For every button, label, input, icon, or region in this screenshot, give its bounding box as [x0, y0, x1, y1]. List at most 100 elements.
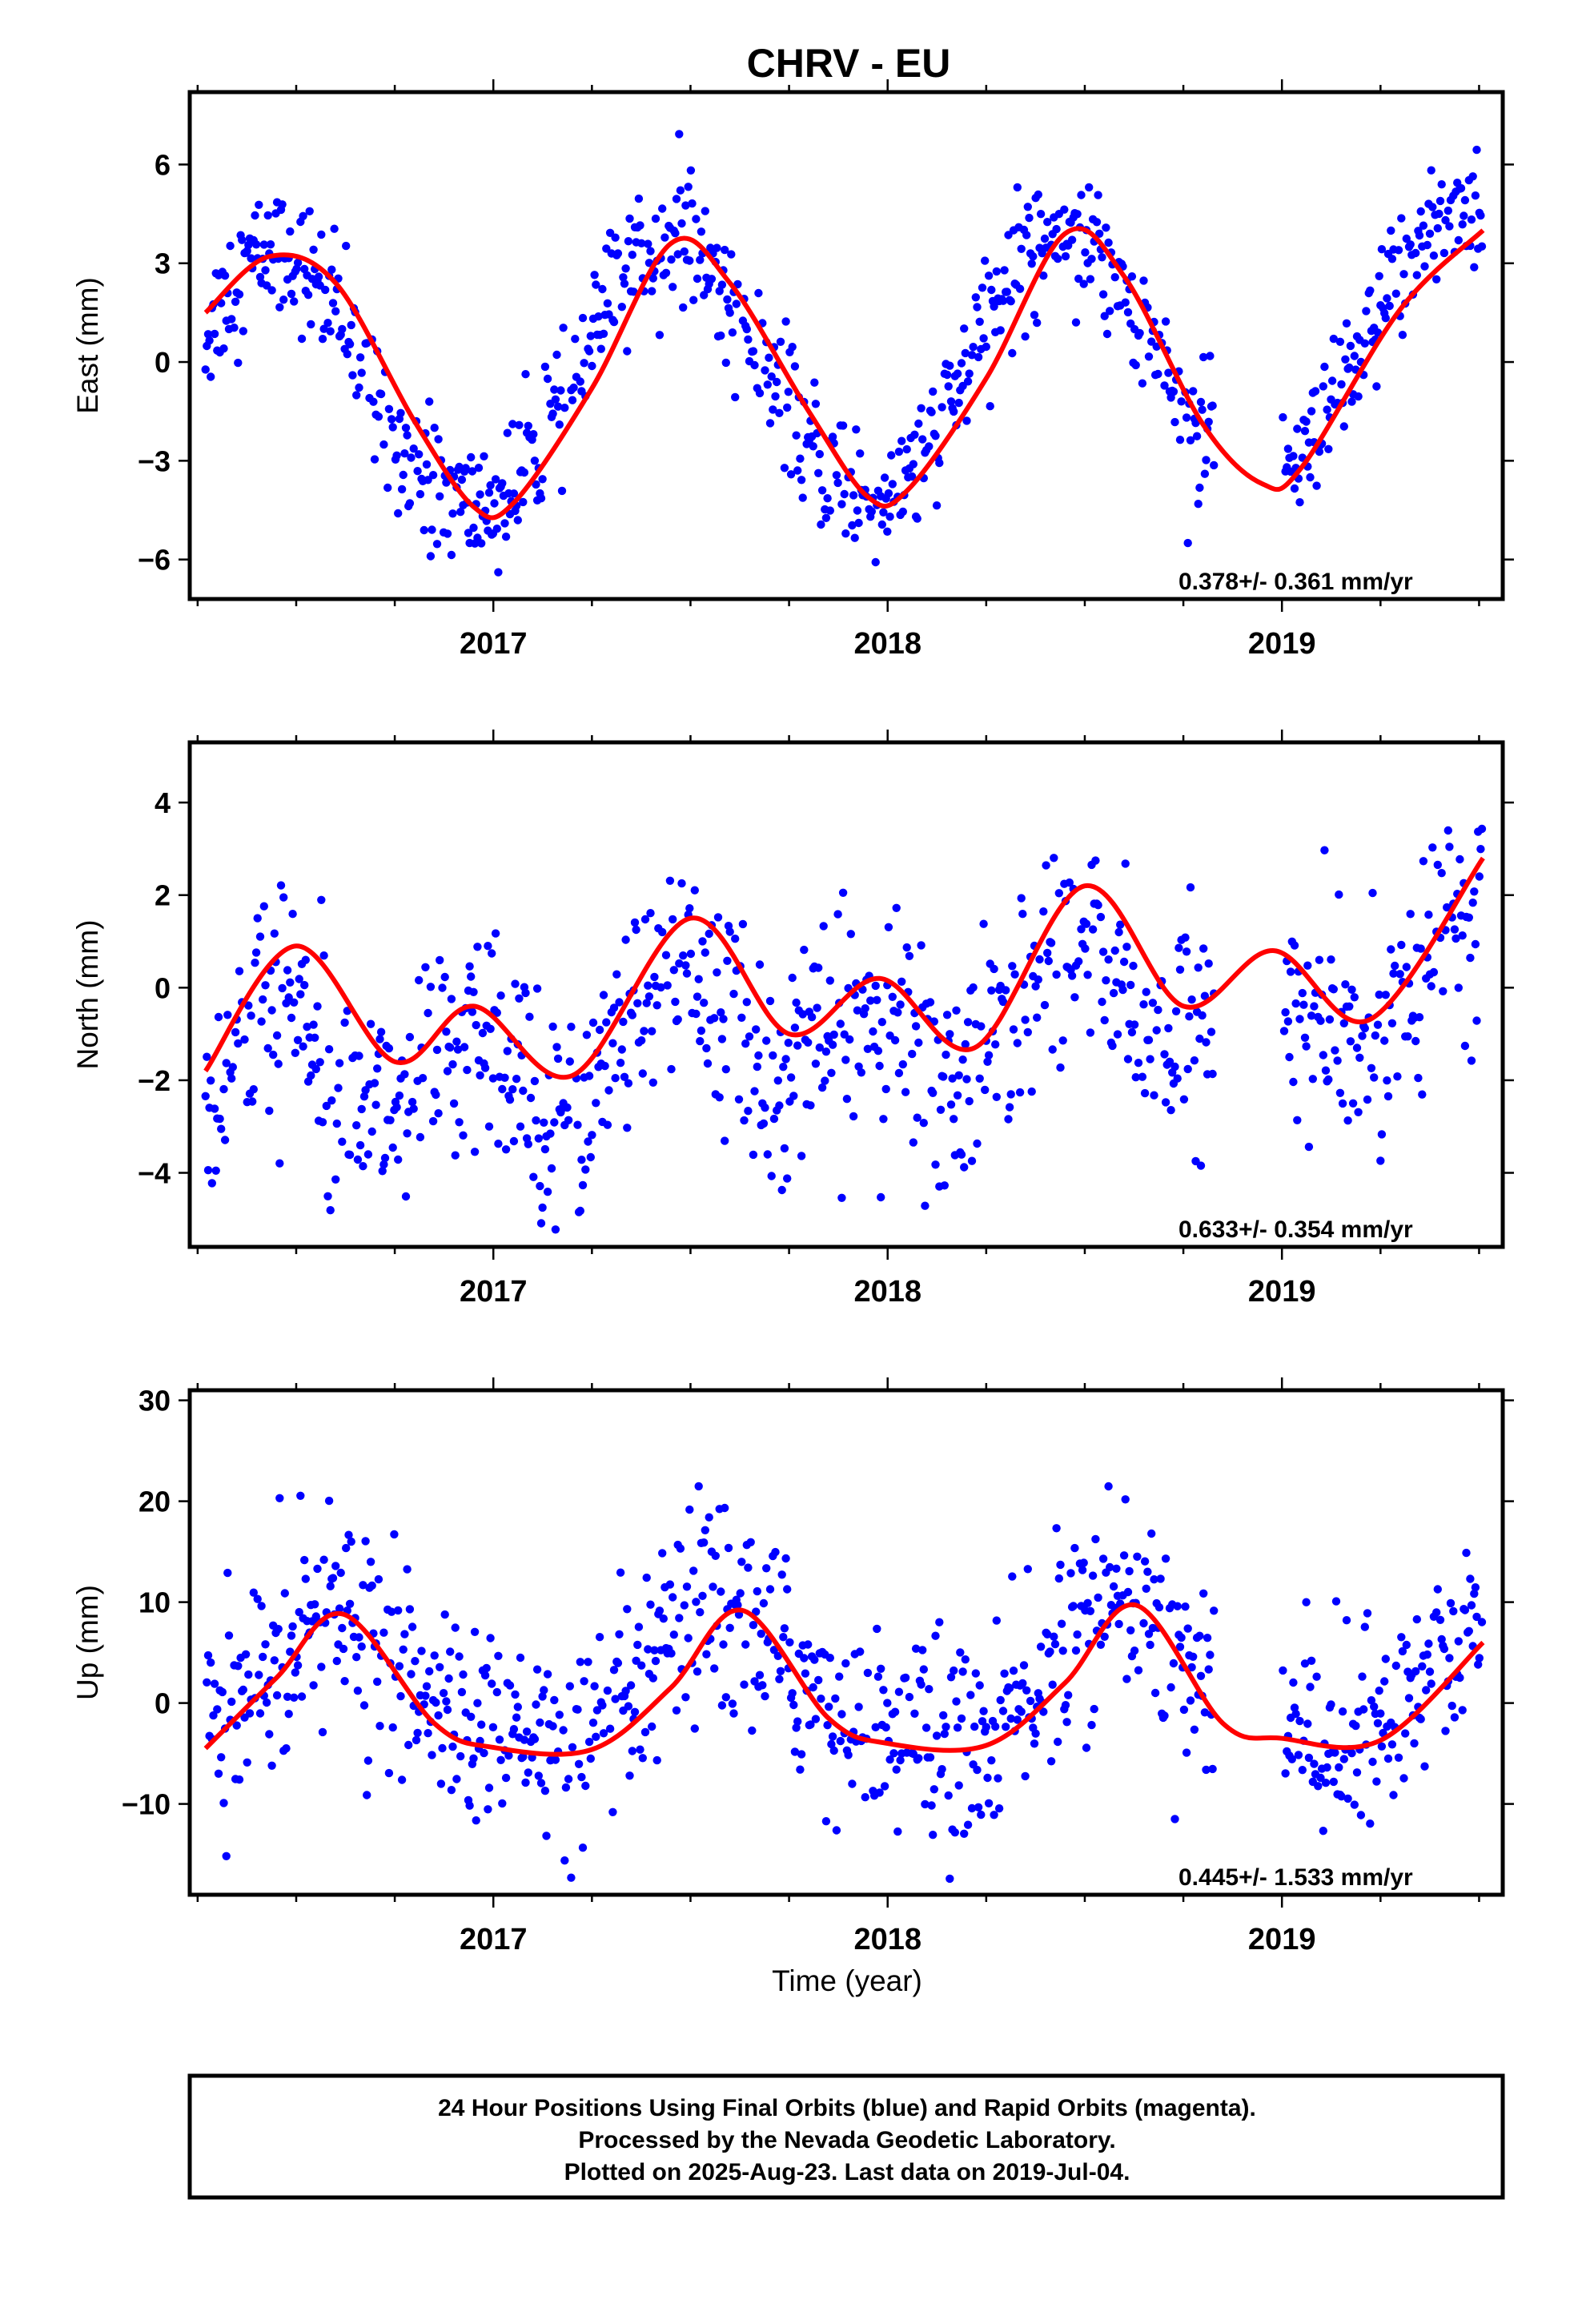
up-point [442, 1697, 451, 1706]
north-point [1371, 1031, 1380, 1040]
up-point [1335, 1763, 1343, 1772]
up-point [1160, 1711, 1169, 1720]
north-point [524, 1140, 532, 1148]
north-point [705, 929, 713, 939]
east-point [838, 421, 848, 430]
north-point [821, 1047, 831, 1056]
east-point [1467, 215, 1476, 224]
east-point [374, 412, 383, 421]
up-point [470, 1627, 480, 1637]
north-point [515, 994, 524, 1003]
up-point [1372, 1777, 1381, 1786]
east-point [672, 195, 681, 203]
north-point [881, 1084, 890, 1094]
north-x-tick-label: 2018 [853, 1275, 921, 1309]
up-point [265, 1730, 274, 1739]
north-point [1355, 1053, 1364, 1063]
east-point [1354, 392, 1363, 401]
north-point [901, 1088, 910, 1096]
east-point [1073, 210, 1082, 219]
north-point [484, 1122, 494, 1131]
north-point [247, 1011, 255, 1020]
north-point [942, 1050, 950, 1059]
up-point [1402, 1640, 1411, 1650]
up-point [1140, 1557, 1150, 1566]
north-point [1315, 955, 1324, 964]
north-point [921, 1201, 930, 1210]
up-point [488, 1723, 498, 1731]
north-point [366, 1019, 375, 1028]
up-point [1096, 1640, 1106, 1649]
east-point [278, 200, 287, 209]
up-point [1329, 1777, 1339, 1787]
up-point [1363, 1609, 1372, 1618]
up-point [1126, 1626, 1135, 1635]
up-point [991, 1722, 1000, 1731]
up-point [958, 1667, 967, 1676]
north-point [991, 1040, 1000, 1049]
up-point [942, 1723, 950, 1731]
north-point [1004, 1115, 1013, 1124]
north-point [207, 1076, 215, 1085]
north-point [620, 1072, 629, 1082]
east-point [681, 201, 690, 210]
east-point [1008, 348, 1017, 358]
east-point [1074, 274, 1083, 283]
north-point [1346, 1037, 1355, 1046]
north-point [1165, 1057, 1174, 1067]
north-point [769, 1051, 777, 1060]
east-point [629, 287, 638, 296]
up-point [590, 1682, 599, 1691]
north-point [1352, 1043, 1362, 1052]
up-points [203, 1482, 1487, 1884]
east-point [1121, 298, 1130, 307]
east-point [1098, 253, 1106, 262]
east-point [814, 468, 823, 477]
up-point [659, 1614, 668, 1623]
east-point [317, 230, 326, 239]
north-point [1148, 999, 1158, 1007]
up-point [1466, 1574, 1475, 1583]
east-point [931, 432, 940, 440]
up-point [522, 1727, 532, 1736]
up-point [684, 1634, 693, 1642]
east-point [557, 486, 567, 496]
north-point [1387, 1019, 1397, 1028]
east-point [750, 360, 759, 370]
north-point [1433, 860, 1443, 870]
north-point [480, 1063, 490, 1072]
north-point [893, 1008, 902, 1017]
east-point [486, 480, 495, 490]
up-point [551, 1755, 560, 1764]
north-point [857, 1068, 866, 1077]
up-point [1083, 1598, 1092, 1608]
north-points [201, 824, 1487, 1234]
north-point [1074, 957, 1083, 966]
up-point [918, 1646, 927, 1655]
up-point [1321, 1779, 1331, 1787]
east-point [1015, 284, 1025, 293]
up-point [911, 1644, 921, 1653]
north-point [861, 1004, 869, 1013]
east-point [1192, 432, 1202, 440]
north-point [370, 1079, 379, 1088]
up-point [748, 1726, 757, 1735]
north-point [640, 915, 650, 924]
east-point [742, 324, 751, 334]
north-point [529, 1172, 538, 1181]
up-point [311, 1600, 319, 1609]
east-point [981, 256, 990, 265]
up-point [355, 1633, 363, 1642]
east-point [755, 388, 765, 398]
up-point [536, 1779, 546, 1787]
east-point [428, 471, 438, 480]
east-point [717, 280, 727, 289]
east-y-tick-label: 6 [155, 148, 171, 181]
up-point [1187, 1663, 1196, 1672]
north-point [840, 1030, 849, 1039]
east-point [1060, 205, 1069, 214]
north-point [789, 1092, 798, 1100]
north-point [1010, 970, 1019, 979]
up-point [480, 1748, 488, 1758]
up-point [665, 1580, 675, 1589]
